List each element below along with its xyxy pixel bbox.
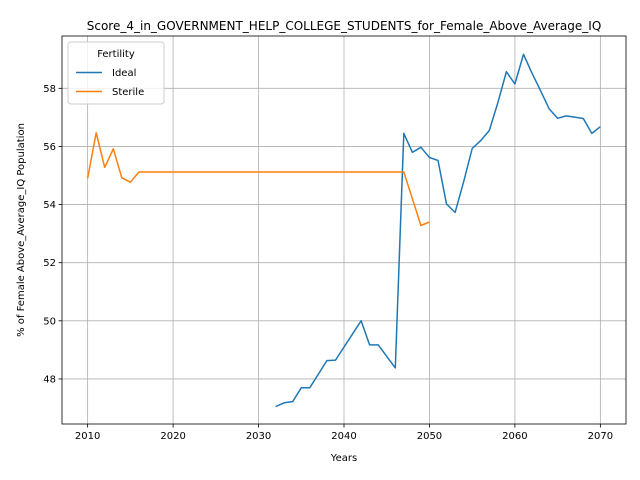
x-tick-label: 2040 [331,431,356,442]
y-tick-label: 52 [43,258,56,269]
chart-title: Score_4_in_GOVERNMENT_HELP_COLLEGE_STUDE… [87,19,602,33]
x-tick-label: 2020 [160,431,185,442]
x-tick-label: 2050 [417,431,442,442]
series-line-ideal [275,53,601,408]
legend: Fertility Ideal Sterile [67,41,165,105]
legend-label-ideal: Ideal [112,68,136,79]
x-axis-ticks: 2010 2020 2030 2040 2050 2060 2070 [75,424,613,442]
y-tick-label: 50 [43,316,56,327]
legend-label-sterile: Sterile [112,87,144,98]
y-axis-ticks: 48 50 52 54 56 58 [43,84,62,385]
x-axis-label: Years [330,453,357,464]
y-tick-label: 48 [43,374,56,385]
grid-lines [62,36,626,424]
x-tick-label: 2070 [588,431,613,442]
x-tick-label: 2060 [502,431,527,442]
y-tick-label: 58 [43,84,56,95]
x-tick-label: 2030 [246,431,271,442]
series-line-sterile [86,132,430,227]
legend-box [67,41,165,105]
y-axis-label: % of Female Above_Average_IQ Population [16,123,27,337]
series-lines [86,53,601,408]
x-tick-label: 2010 [75,431,100,442]
y-tick-label: 54 [43,200,56,211]
y-tick-label: 56 [43,142,56,153]
legend-title: Fertility [97,49,135,60]
